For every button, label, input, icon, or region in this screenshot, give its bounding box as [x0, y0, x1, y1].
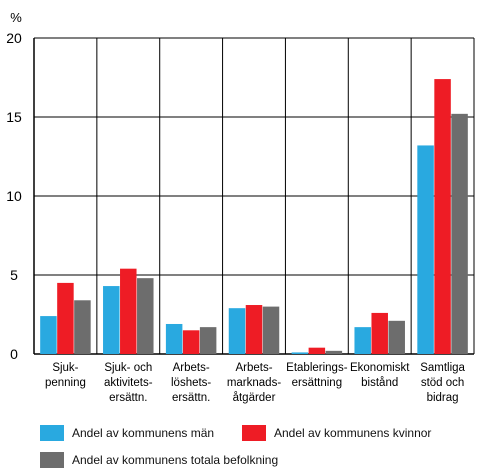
y-axis-label: % — [10, 10, 22, 25]
x-tick-label-4-0: Etablerings- — [286, 362, 348, 374]
x-tick-label-1-1: aktivitets- — [104, 377, 153, 389]
legend-label-women: Andel av kommunens kvinnor — [274, 426, 432, 440]
x-tick-label-3-2: åtgärder — [233, 392, 276, 404]
x-tick-label-6-0: Samtliga — [420, 362, 465, 374]
x-tick-label-1-0: Sjuk- och — [104, 362, 152, 374]
legend-swatch-women — [242, 425, 266, 441]
bar-c4-s1 — [308, 347, 326, 354]
legend-label-total: Andel av kommunens totala befolkning — [72, 453, 279, 467]
x-tick-label-6-2: bidrag — [427, 392, 459, 404]
bar-c6-s0 — [417, 145, 434, 354]
x-tick-label-3-0: Arbets- — [235, 362, 272, 374]
bar-c3-s2 — [262, 306, 280, 354]
y-tick-label-1: 5 — [10, 267, 18, 283]
bar-c0-s0 — [40, 316, 57, 354]
bar-c2-s1 — [182, 330, 200, 354]
bar-c1-s1 — [120, 268, 137, 354]
y-tick-label-0: 0 — [10, 346, 18, 362]
bar-c5-s1 — [371, 312, 388, 354]
bar-c5-s2 — [388, 320, 405, 354]
bar-c6-s1 — [434, 79, 451, 354]
bar-c1-s0 — [103, 286, 120, 354]
y-tick-label-2: 10 — [6, 188, 22, 204]
y-tick-label-3: 15 — [6, 109, 22, 125]
x-tick-label-2-0: Arbets- — [173, 362, 210, 374]
bar-c2-s0 — [165, 323, 183, 354]
x-tick-label-3-1: marknads- — [227, 377, 281, 389]
bar-c0-s1 — [57, 282, 74, 354]
x-tick-label-6-1: stöd och — [421, 377, 464, 389]
bar-c0-s2 — [74, 300, 91, 354]
bar-c5-s0 — [354, 327, 371, 354]
bar-c3-s0 — [228, 308, 246, 354]
x-tick-label-2-2: ersättn. — [172, 392, 210, 404]
bar-c4-s2 — [325, 350, 343, 354]
legend-item-total: Andel av kommunens totala befolkning — [40, 452, 278, 468]
x-tick-label-0-1: penning — [45, 377, 86, 389]
legend-item-women: Andel av kommunens kvinnor — [242, 425, 431, 441]
y-tick-label-4: 20 — [6, 30, 22, 46]
x-tick-label-4-1: ersättning — [292, 377, 343, 389]
x-tick-label-5-1: bistånd — [361, 377, 398, 389]
bar-c4-s0 — [291, 352, 309, 354]
legend-swatch-total — [40, 452, 64, 468]
bar-c3-s1 — [245, 305, 263, 354]
x-tick-label-1-2: ersättn. — [109, 392, 147, 404]
bar-c2-s2 — [199, 327, 217, 354]
legend-item-men: Andel av kommunens män — [40, 425, 214, 441]
legend-label-men: Andel av kommunens män — [72, 426, 215, 440]
legend-swatch-men — [40, 425, 64, 441]
bar-c1-s2 — [137, 278, 154, 354]
x-tick-label-0-0: Sjuk- — [52, 362, 78, 374]
bar-c6-s2 — [451, 113, 468, 354]
x-tick-label-5-0: Ekonomiskt — [350, 362, 410, 374]
x-tick-label-2-1: löshets- — [171, 377, 211, 389]
